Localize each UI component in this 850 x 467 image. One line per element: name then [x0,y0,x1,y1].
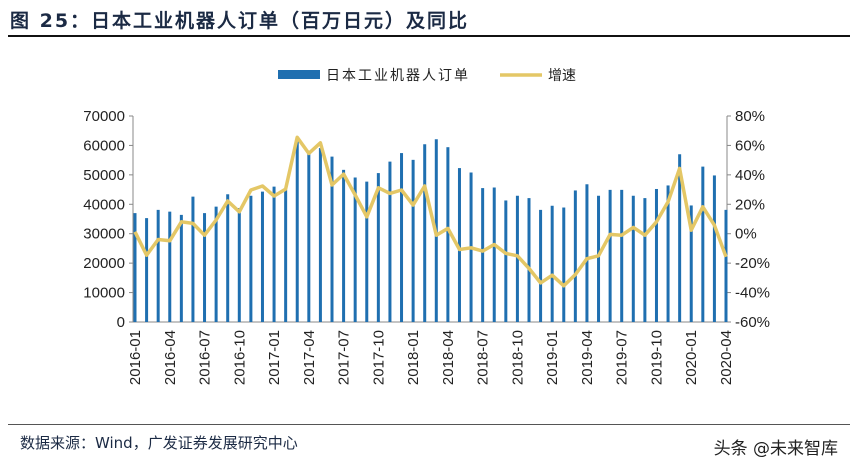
right-tick-label: -60% [735,314,770,331]
x-tick-label: 2019-07 [614,330,631,385]
bar [492,187,496,322]
bar [307,153,311,322]
bar [654,188,658,322]
bar [701,166,705,322]
bar [284,189,288,322]
bar [597,195,601,322]
bar [550,205,554,322]
bar [423,144,427,322]
x-tick-label: 2017-04 [301,330,318,385]
right-tick-label: 40% [735,167,765,184]
left-tick-label: 0 [117,314,125,331]
bar [295,139,299,322]
source-note: 数据来源：Wind，广发证券发展研究中心 [20,434,298,452]
bar [527,198,531,322]
bar [330,156,334,322]
bar [573,190,577,322]
right-tick-label: -20% [735,255,770,272]
bar [272,186,276,322]
bar [353,177,357,322]
bar [515,195,519,322]
bar [179,214,183,322]
left-tick-label: 40000 [83,196,125,213]
x-tick-label: 2017-07 [336,330,353,385]
left-tick-label: 50000 [83,167,125,184]
watermark: 头条 @未来智库 [713,439,838,459]
bar [539,209,543,322]
bar [666,185,670,322]
bar [457,168,461,322]
bar [203,213,207,322]
x-tick-label: 2016-01 [127,330,144,385]
bar [260,191,264,322]
right-tick-label: 20% [735,196,765,213]
bar [411,159,415,322]
left-tick-label: 20000 [83,255,125,272]
bar [620,189,624,322]
x-tick-label: 2018-10 [509,330,526,385]
x-tick-label: 2016-10 [231,330,248,385]
bar [562,207,566,322]
left-tick-label: 30000 [83,226,125,243]
legend-bar-swatch [278,70,320,79]
x-tick-label: 2018-04 [440,330,457,385]
bar [643,198,647,322]
x-tick-label: 2020-01 [683,330,700,385]
bar [585,184,589,322]
x-tick-label: 2019-01 [544,330,561,385]
bar [168,211,172,322]
bar [249,195,253,322]
bar [376,173,380,322]
bar [481,188,485,322]
left-tick-label: 60000 [83,137,125,154]
x-tick-label: 2016-04 [162,330,179,385]
bar [446,147,450,322]
bar [365,181,369,322]
bar [504,200,508,322]
bar [388,161,392,322]
growth-line [133,135,728,288]
bar [608,189,612,322]
bar [342,169,346,322]
bar [145,218,149,322]
right-tick-label: 60% [735,137,765,154]
left-tick-label: 10000 [83,285,125,302]
bar [400,153,404,322]
x-tick-label: 2018-01 [405,330,422,385]
bar [689,205,693,322]
bar [237,208,241,322]
legend-line-label: 增速 [548,67,576,83]
bar [631,195,635,322]
bar [191,196,195,322]
x-tick-label: 2018-07 [475,330,492,385]
bar [156,209,160,322]
right-tick-label: 0% [735,226,757,243]
bar [712,175,716,322]
title-rule [8,35,850,37]
x-tick-label: 2019-04 [579,330,596,385]
bar [678,154,682,322]
right-tick-label: 80% [735,108,765,125]
x-tick-label: 2017-01 [266,330,283,385]
x-tick-label: 2017-10 [370,330,387,385]
x-tick-label: 2016-07 [197,330,214,385]
right-tick-label: -40% [735,285,770,302]
figure-title: 图 25：日本工业机器人订单（百万日元）及同比 [10,10,470,32]
x-tick-label: 2020-04 [718,330,735,385]
x-tick-label: 2019-10 [648,330,665,385]
bar [214,206,218,322]
bar [724,209,728,322]
legend-bar-label: 日本工业机器人订单 [326,67,470,83]
footer-rule [8,424,850,425]
bar [226,194,230,322]
bar [318,148,322,322]
bar [133,213,137,322]
left-tick-label: 70000 [83,108,125,125]
